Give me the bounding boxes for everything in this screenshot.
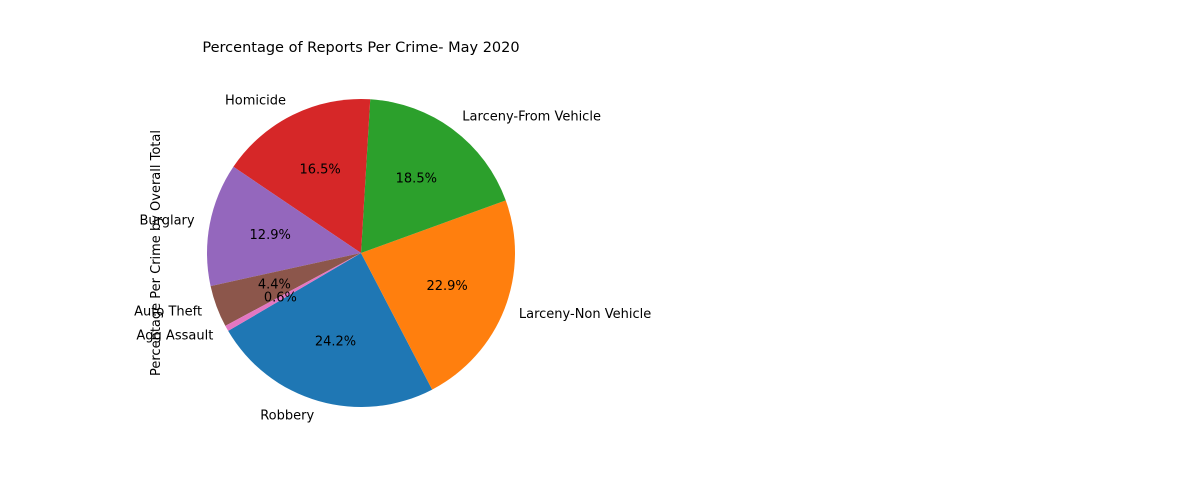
pie-slice-agg-assault (225, 253, 361, 331)
percentage-labels: 24.2% 22.9% 18.5% 16.5% 12.9% 4.4%0.6% (250, 163, 468, 350)
slice-label-larceny-from-vehicle: Larceny-From Vehicle (462, 110, 601, 125)
slice-labels: Robbery Larceny-Non Vehicle Larceny-From V… (134, 94, 651, 424)
slice-label-auto-theft: Auto Theft (134, 304, 202, 319)
pie-slice-burglary (206, 166, 361, 287)
slice-pct-burglary: 12.9% (250, 228, 291, 243)
slice-label-homicide: Homicide (225, 94, 286, 109)
pie-slice-auto-theft (210, 253, 361, 326)
slice-label-robbery: Robbery (260, 408, 314, 423)
slice-pct-robbery: 24.2% (315, 334, 356, 349)
pie-slice-robbery (228, 253, 433, 407)
pie-slice-larceny-non-vehicle (361, 200, 515, 390)
slice-label-agg-assault: Agg Assault (136, 329, 213, 344)
y-axis-label: Percentage Per Crime by Overall Total (149, 130, 164, 376)
pie-slice-homicide (233, 99, 371, 253)
slice-label-larceny-non-vehicle: Larceny-Non Vehicle (519, 307, 651, 322)
slice-label-burglary: Burglary (139, 214, 194, 229)
slice-pct-larceny-from-vehicle: 18.5% (396, 172, 437, 187)
pie-slices (206, 99, 515, 407)
slice-pct-larceny-non-vehicle: 22.9% (426, 279, 467, 294)
pie-slice-larceny-from-vehicle (361, 99, 506, 253)
slice-pct-auto-theft: 4.4% (258, 278, 291, 293)
slice-pct-homicide: 16.5% (299, 163, 340, 178)
slice-pct-agg-assault: 0.6% (264, 291, 297, 306)
chart-title: Percentage of Reports Per Crime- May 202… (202, 40, 519, 56)
